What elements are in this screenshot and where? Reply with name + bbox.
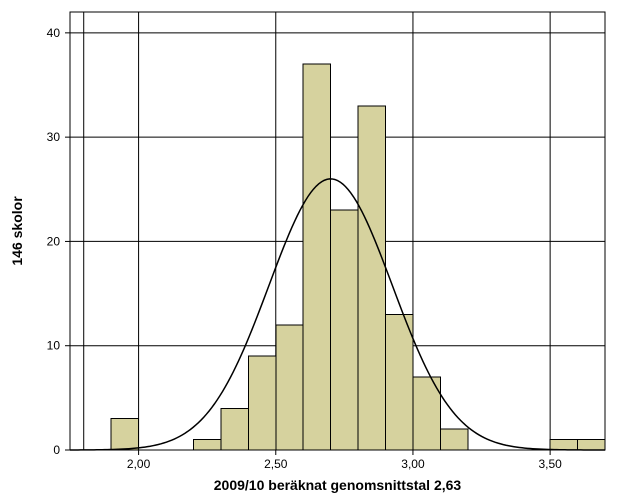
svg-text:2,50: 2,50	[264, 457, 288, 471]
chart-svg: 2,00 2,50 3,00 3,50 0 10 20 30 40 2009/10 beräkna…	[0, 0, 629, 504]
svg-text:40: 40	[47, 26, 61, 40]
y-axis-label: 146 skolor	[9, 196, 25, 266]
svg-text:3,50: 3,50	[538, 457, 562, 471]
svg-text:3,00: 3,00	[401, 457, 425, 471]
svg-text:0: 0	[53, 443, 60, 457]
svg-text:10: 10	[47, 339, 61, 353]
histogram-chart: 2,00 2,50 3,00 3,50 0 10 20 30 40 2009/10 beräkna…	[0, 0, 629, 504]
svg-text:30: 30	[47, 130, 61, 144]
svg-text:2,00: 2,00	[127, 457, 151, 471]
svg-text:20: 20	[47, 234, 61, 248]
x-axis-label: 2009/10 beräknat genomsnittstal 2,63	[214, 477, 462, 493]
